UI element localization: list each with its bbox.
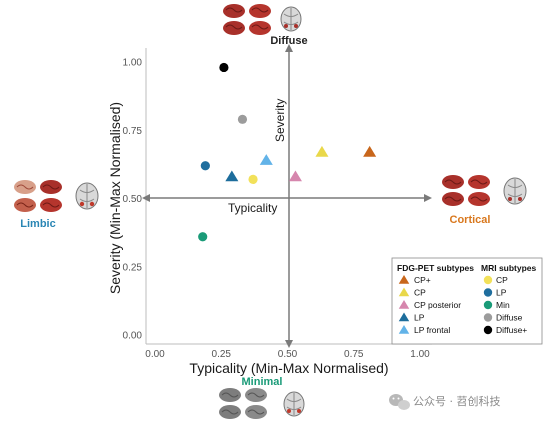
brain-icon	[442, 192, 464, 206]
legend-box	[391, 257, 543, 345]
brain-icon	[245, 405, 267, 419]
brain-icon	[249, 21, 271, 35]
fdg-legend-cp-label: CP+	[414, 275, 431, 285]
typicality-center-label: Typicality	[228, 201, 277, 215]
brain-icon	[219, 405, 241, 419]
mri-legend-min-marker	[483, 300, 493, 310]
cortical-label: Cortical	[450, 214, 491, 226]
severity-center-label: Severity	[273, 99, 287, 142]
mri-legend-diffuse-marker	[483, 325, 493, 335]
watermark: 公众号 · 苕创科技	[389, 394, 501, 410]
limbic-brain-icons	[14, 180, 99, 212]
brain-icon	[40, 180, 62, 194]
fdg-lp-frontal-point	[259, 154, 273, 165]
brain-icon	[219, 388, 241, 402]
y-tick-label: 0.75	[123, 126, 143, 137]
x-tick-label: 0.75	[344, 349, 364, 360]
x-tick-label: 1.00	[410, 349, 430, 360]
brain-icon	[75, 182, 99, 210]
fdg-legend-cp-posterior-label: CP posterior	[414, 300, 461, 310]
minimal-brain-icons	[219, 388, 305, 419]
limbic-label: Limbic	[20, 218, 55, 230]
watermark-text: 公众号 · 苕创科技	[413, 394, 501, 408]
x-axis-title: Typicality (Min-Max Normalised)	[189, 360, 388, 376]
fdg-legend-lp-marker	[398, 312, 410, 322]
fdg-legend-cp-label: CP	[414, 288, 426, 298]
data-points	[198, 62, 377, 242]
x-tick-labels: 0.00 0.25 0.50 0.75 1.00	[145, 349, 430, 360]
fdg-legend-lp-label: LP	[414, 313, 425, 323]
mri-legend-cp-label: CP	[496, 275, 508, 285]
y-tick-label: 0.50	[123, 194, 143, 205]
fdg-legend-lp-frontal-marker	[398, 325, 410, 334]
fdg-lp-point	[225, 170, 239, 182]
brain-icon	[223, 21, 245, 35]
mri-diffuse-point	[219, 62, 229, 73]
y-tick-label: 0.25	[123, 262, 143, 273]
mri-legend-diffuse-label: Diffuse+	[496, 325, 527, 335]
brain-icon	[503, 177, 527, 205]
brain-icon	[14, 198, 36, 212]
brain-icon	[40, 198, 62, 212]
mri-cp-point	[248, 174, 258, 184]
wechat-logo-icon	[389, 394, 410, 410]
minimal-label: Minimal	[242, 376, 283, 388]
cortical-brain-icons	[442, 175, 527, 206]
y-tick-labels: 0.00 0.25 0.50 0.75 1.00	[123, 58, 143, 342]
diffuse-label: Diffuse	[270, 35, 307, 47]
brain-icon	[468, 192, 490, 206]
brain-icon	[245, 388, 267, 402]
brain-icon	[283, 391, 305, 417]
mri-legend-cp-marker	[483, 275, 493, 285]
brain-icon	[14, 180, 36, 194]
fdg-legend-lp-frontal-label: LP frontal	[414, 325, 450, 335]
fdg-cp-posterior-point	[288, 170, 302, 182]
fdg-legend-cp-posterior-marker	[398, 300, 410, 309]
mri-legend-diffuse-marker	[483, 313, 493, 322]
brain-icon	[249, 4, 271, 18]
legend-title-mri: MRI subtypes	[481, 263, 537, 273]
x-tick-label: 0.50	[278, 349, 298, 360]
mri-min-point	[198, 232, 208, 242]
fdg-legend-cp-marker	[398, 287, 410, 297]
legend-title-fdg: FDG-PET subtypes	[397, 263, 474, 273]
fdg-cp-point	[315, 145, 329, 157]
fdg-cp-point	[363, 145, 377, 157]
mri-legend-lp-marker	[483, 288, 493, 297]
mri-lp-point	[200, 161, 210, 171]
mri-legend-min-label: Min	[496, 300, 510, 310]
mri-legend-diffuse-label: Diffuse	[496, 313, 523, 323]
x-tick-label: 0.00	[145, 349, 165, 360]
fdg-legend-cp-marker	[398, 275, 410, 284]
brain-icon	[223, 4, 245, 18]
mri-legend-lp-label: LP	[496, 288, 507, 298]
diffuse-brain-icons	[223, 4, 302, 35]
brain-icon	[280, 6, 302, 32]
y-tick-label: 0.00	[123, 331, 143, 342]
y-tick-label: 1.00	[123, 58, 143, 69]
brain-icon	[468, 175, 490, 189]
x-tick-label: 0.25	[212, 349, 232, 360]
legend-items: CP+ CP CP posterior LP LP frontal CP LP Min Diff…	[398, 275, 527, 335]
legend: FDG-PET subtypes MRI subtypes CP+ CP CP po…	[391, 257, 543, 345]
mri-diffuse-point	[237, 114, 248, 124]
brain-icon	[442, 175, 464, 189]
y-axis-title: Severity (Min-Max Normalised)	[107, 102, 123, 294]
